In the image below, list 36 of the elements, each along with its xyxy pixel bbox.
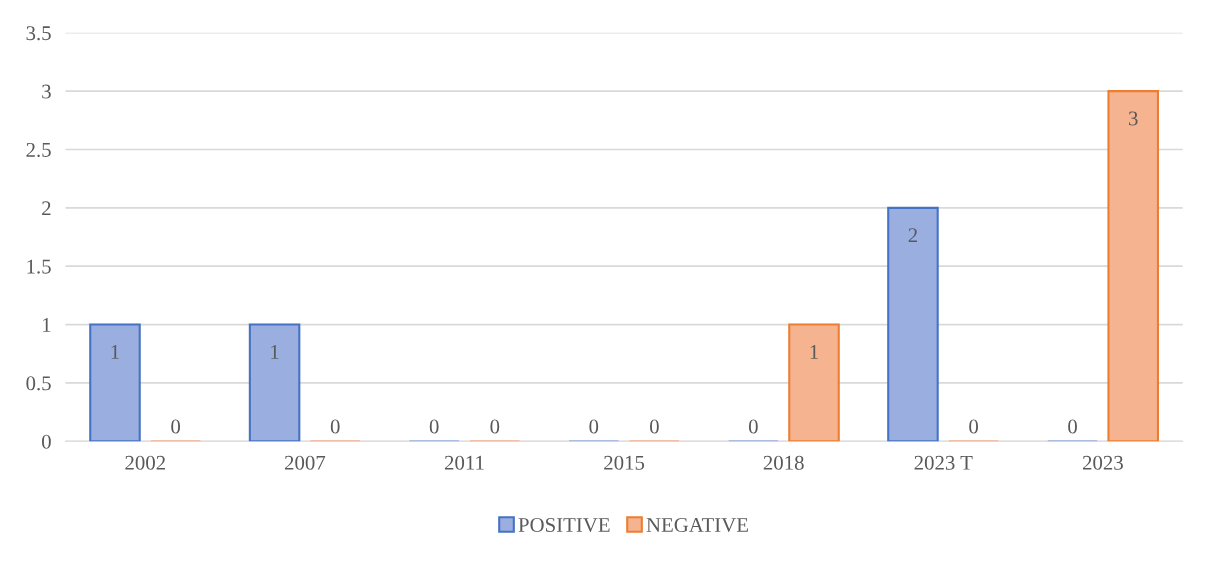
bar (248, 323, 301, 442)
y-tick-label: 0 (41, 434, 51, 449)
x-tick-label: 2018 (763, 455, 804, 470)
x-tick-label: 2007 (284, 455, 326, 470)
y-tick-label: 3.5 (26, 26, 51, 41)
data-label: 2 (908, 228, 918, 243)
y-tick-label: 0.5 (26, 376, 51, 391)
bar (89, 323, 141, 442)
legend-label: NEGATIVE (646, 517, 748, 533)
x-tick-label: 2015 (604, 455, 645, 470)
y-tick-label: 1 (43, 318, 51, 332)
data-label: 0 (171, 419, 181, 434)
data-label: 0 (589, 419, 599, 434)
y-tick-label: 3 (42, 84, 51, 99)
data-label: 0 (490, 419, 500, 434)
bar (1107, 90, 1159, 442)
x-tick-label: 2011 (444, 455, 484, 470)
data-label: 0 (748, 419, 758, 434)
data-label: 1 (810, 344, 818, 359)
x-tick-label: 2023 (1082, 455, 1123, 470)
bar (887, 206, 939, 442)
bar (788, 323, 840, 442)
data-label: 0 (429, 419, 439, 434)
data-label: 0 (1068, 419, 1077, 434)
y-tick-label: 2.5 (26, 142, 51, 158)
data-label: 3 (1128, 111, 1138, 126)
y-tick-label: 1.5 (27, 259, 51, 274)
y-tick-label: 2 (42, 201, 51, 216)
data-label: 0 (969, 419, 979, 434)
data-label: 1 (271, 344, 279, 359)
x-tick-label: 2023 T (914, 455, 973, 470)
data-label: 0 (330, 419, 340, 434)
legend-label: POSITIVE (518, 517, 610, 533)
data-label: 0 (650, 419, 659, 434)
x-tick-label: 2002 (125, 455, 165, 470)
data-label: 1 (111, 344, 119, 359)
